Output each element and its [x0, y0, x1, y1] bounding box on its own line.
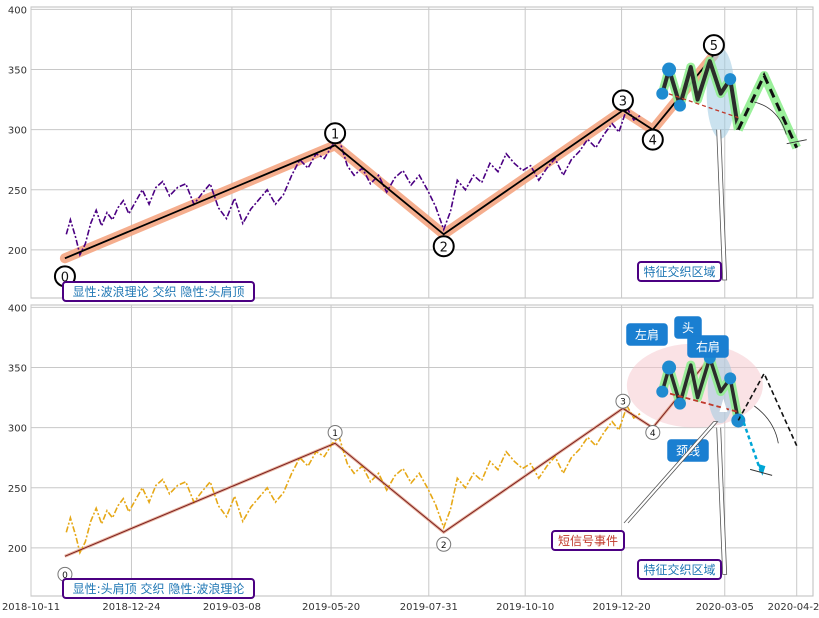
- bottom-y-tick-label: 300: [8, 424, 27, 435]
- bottom-wave-point-2-marker: [436, 536, 452, 552]
- bottom-wave-point-1-marker: [327, 424, 343, 440]
- bottom-y-tick-label: 250: [8, 484, 27, 495]
- bottom-wave-point-1-label: 1: [332, 429, 338, 439]
- bottom-pattern-node: [731, 413, 746, 428]
- bottom-wave-point-0-label: 0: [62, 571, 68, 581]
- bottom-forecast-arc: [754, 405, 779, 444]
- top-zone-connector: [716, 129, 728, 281]
- short-signal-label: 短信号事件: [558, 534, 618, 548]
- bottom-forecast-endbar: [749, 468, 773, 476]
- top-wave-point-5-marker: [702, 34, 725, 57]
- top-y-tick-label: 300: [8, 126, 27, 137]
- head-label: 头: [682, 321, 694, 335]
- top-forecast-path: [736, 71, 799, 149]
- bottom-wave-point-4-marker: [645, 424, 661, 440]
- bottom-chart-panel: 200250300350400012345左肩头右肩颈线短信号事件特征交织区域显…: [8, 303, 814, 599]
- top-neckline: [662, 90, 739, 119]
- bottom-zone-label-box: [637, 559, 722, 580]
- x-tick-label: 2018-12-24: [102, 602, 160, 613]
- top-pattern-label: 显性:波浪理论 交织 隐性:头肩顶: [73, 284, 245, 299]
- top-wave-point-2-label: 2: [440, 240, 448, 255]
- bottom-wave-point-2-label: 2: [441, 541, 447, 551]
- top-wave-point-5-label: 5: [710, 39, 718, 54]
- top-wave-point-1-marker: [324, 122, 347, 145]
- x-tick-label: 2018-10-11: [2, 602, 60, 613]
- bottom-target-arrowhead: [757, 463, 766, 476]
- left-shoulder-label-box: [626, 323, 668, 346]
- bottom-zone-label: 特征交织区域: [643, 562, 715, 577]
- x-axis: 2018-10-11 2018-12-24 2019-03-08 2019-05-20…: [2, 602, 819, 613]
- bottom-wave-point-3-label: 3: [620, 398, 626, 408]
- bottom-y-tick-label: 200: [8, 544, 27, 555]
- left-shoulder-label: 左肩: [635, 327, 659, 342]
- bottom-pattern-label: 显性:头肩顶 交织 隐性:波浪理论: [73, 581, 245, 596]
- x-tick-label: 2019-12-20: [593, 602, 651, 613]
- top-pattern-node: [724, 73, 737, 86]
- top-pattern-node: [673, 99, 686, 112]
- top-y-tick-label: 250: [8, 186, 27, 197]
- bottom-y-tick-label: 400: [8, 303, 27, 314]
- short-signal-label-box: [551, 530, 625, 551]
- top-zone-label: 特征交织区域: [643, 264, 715, 279]
- bottom-price-series: [65, 404, 642, 556]
- top-pattern-label-box: [62, 281, 255, 302]
- bottom-wave-point-4-label: 4: [650, 429, 656, 439]
- bottom-forecast-path: [737, 371, 798, 447]
- bottom-pattern-label-box: [62, 578, 255, 599]
- top-y-tick-label: 200: [8, 246, 27, 257]
- bottom-pattern-node: [656, 385, 669, 398]
- bottom-target-arrow: [740, 415, 763, 474]
- top-pattern-node: [656, 87, 669, 100]
- x-tick-label: 2020-04-27: [768, 602, 819, 613]
- right-shoulder-label-box: [687, 335, 729, 358]
- top-forecast-arc: [754, 101, 787, 135]
- x-tick-label: 2019-10-10: [496, 602, 554, 613]
- bottom-wave-line: [64, 352, 715, 557]
- top-wave-point-4-label: 4: [649, 134, 657, 149]
- top-wave-point-3-marker: [611, 89, 634, 112]
- top-pattern-node: [662, 62, 677, 77]
- x-tick-label: 2019-03-08: [203, 602, 261, 613]
- bottom-zone-connector: [716, 427, 728, 575]
- top-wave-line: [64, 54, 715, 260]
- bottom-pattern-node: [662, 360, 677, 375]
- top-plot-area: [30, 6, 814, 299]
- bottom-y-tick-label: 350: [8, 364, 27, 375]
- top-wave-point-1-label: 1: [331, 127, 339, 142]
- top-zone-label-box: [637, 261, 722, 282]
- bottom-wave-point-3-marker: [615, 393, 631, 409]
- x-tick-label: 2020-03-05: [696, 602, 754, 613]
- top-wave-point-4-marker: [641, 128, 664, 151]
- top-y-tick-label: 350: [8, 66, 27, 77]
- bottom-pattern-node: [724, 372, 737, 385]
- x-tick-label: 2019-07-31: [400, 602, 458, 613]
- top-wave-point-2-marker: [432, 235, 455, 258]
- bottom-pattern-node: [673, 397, 686, 410]
- short-signal-connector: [623, 421, 719, 524]
- top-y-tick-label: 400: [8, 5, 27, 16]
- x-tick-label: 2019-05-20: [302, 602, 360, 613]
- top-wave-point-3-label: 3: [619, 94, 627, 109]
- bottom-neck-arrow: [719, 398, 728, 413]
- right-shoulder-label: 右肩: [696, 339, 720, 354]
- top-forecast-endbar: [786, 139, 807, 145]
- top-wave-point-0-label: 0: [61, 270, 69, 285]
